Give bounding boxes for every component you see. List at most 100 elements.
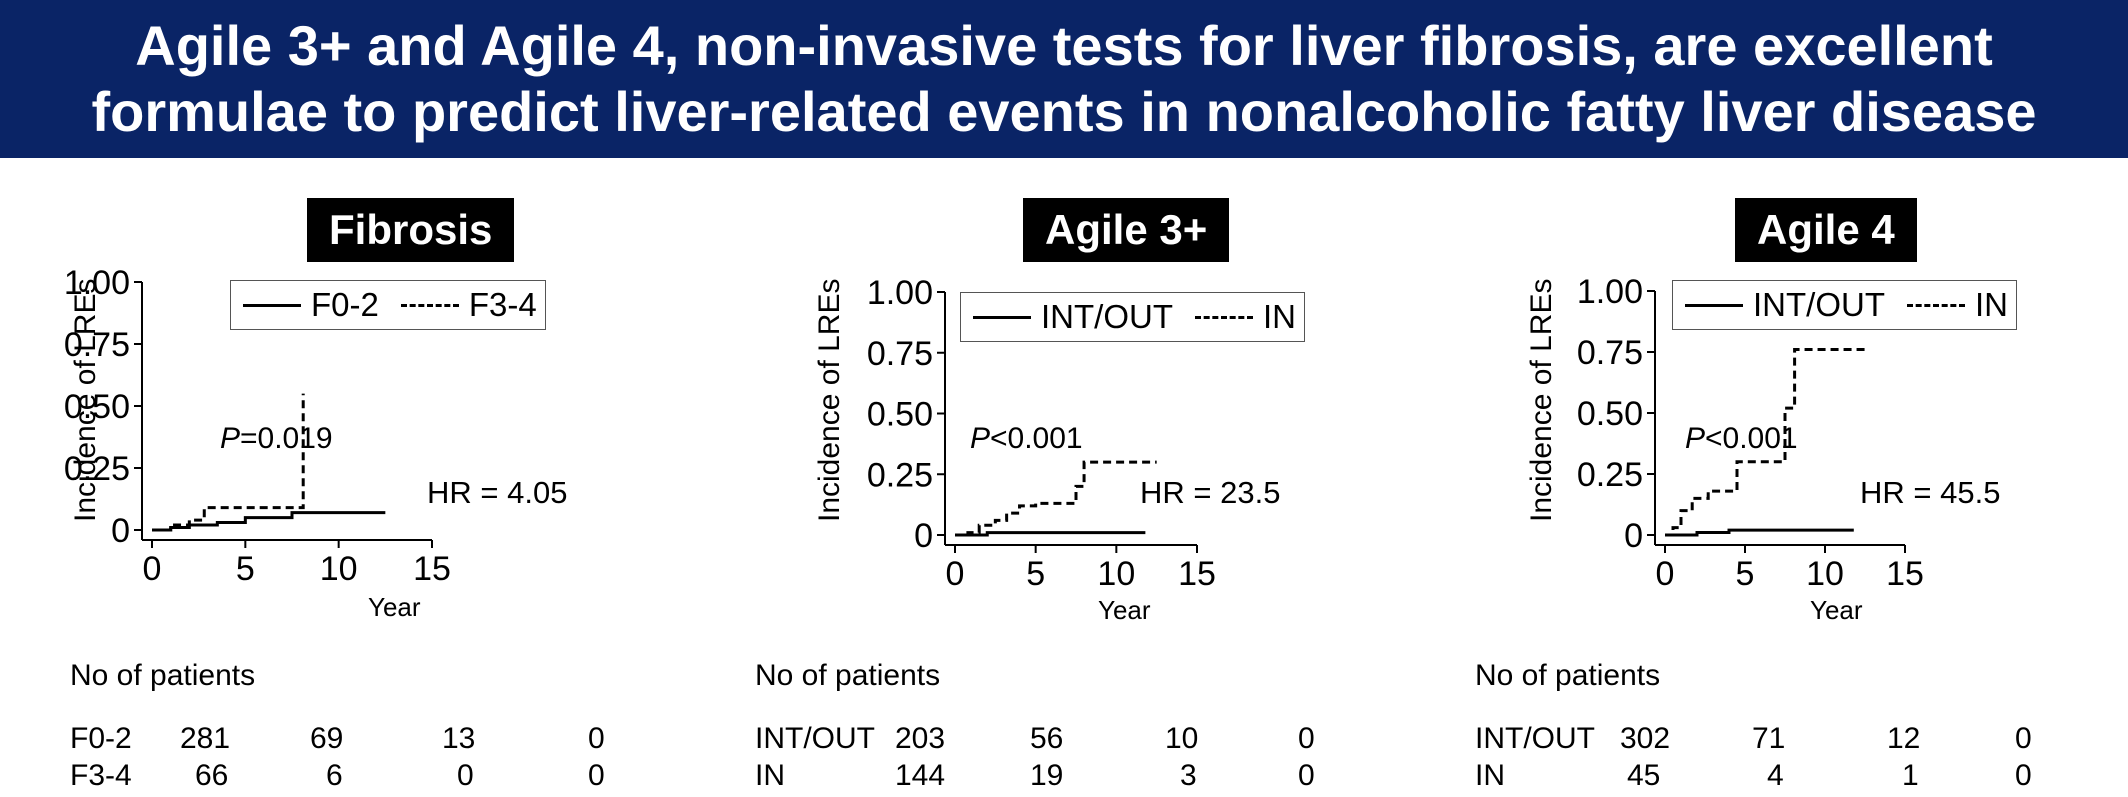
- y-tick-label: 0.50: [64, 388, 130, 426]
- y-tick-label: 1.00: [867, 274, 933, 312]
- risk-count: 1: [1902, 759, 1919, 792]
- p-value-text: =0.019: [240, 422, 333, 455]
- title-line-1: Agile 3+ and Agile 4, non-invasive tests…: [135, 14, 1993, 77]
- panel-fibrosis: Fibrosis Incidence of LREs 0 0.25 0.50 0.75…: [55, 192, 755, 797]
- legend: F0-2 F3-4: [230, 280, 546, 330]
- legend-label-2: IN: [1974, 286, 2008, 323]
- km-plot-agile-3plus: 0 0.25 0.50 0.75 1.00 0 5 10 15: [867, 274, 1216, 593]
- legend-dashed-line: [1906, 303, 1965, 307]
- x-axis-label: Year: [1810, 595, 1863, 625]
- legend-solid-line: [243, 303, 301, 307]
- y-tick-label: 0: [1624, 517, 1643, 555]
- y-tick-label: 0.25: [64, 450, 130, 488]
- risk-table-header: No of patients: [755, 659, 941, 692]
- risk-count: 144: [895, 759, 946, 792]
- risk-row-label: IN: [1475, 759, 1505, 792]
- risk-row: F0-2 281 69 13 0: [70, 722, 770, 758]
- legend-dashed-line: [400, 303, 459, 307]
- risk-row: IN 45 4 1 0: [1475, 759, 2128, 795]
- x-tick-label: 0: [946, 555, 965, 593]
- risk-row-label: F3-4: [70, 759, 132, 792]
- risk-count: 19: [1030, 759, 1064, 792]
- risk-row-label: INT/OUT: [755, 722, 875, 755]
- risk-row: INT/OUT 203 56 10 0: [755, 722, 1455, 758]
- series-line-solid: [955, 531, 1146, 537]
- x-tick-label: 10: [1097, 555, 1135, 593]
- x-tick-label: 5: [1026, 555, 1045, 593]
- panel-title: Agile 3+: [1023, 198, 1230, 262]
- legend-label-1: INT/OUT: [1753, 286, 1885, 323]
- risk-row: IN 144 19 3 0: [755, 759, 1455, 795]
- risk-count: 66: [195, 759, 229, 792]
- y-tick-label: 0: [111, 512, 130, 550]
- hazard-ratio: HR = 23.5: [1138, 475, 1283, 511]
- risk-count: 4: [1767, 759, 1784, 792]
- risk-count: 0: [1298, 722, 1315, 755]
- x-axis-label: Year: [1098, 595, 1151, 625]
- risk-row-label: IN: [755, 759, 785, 792]
- risk-row: INT/OUT 302 71 12 0: [1475, 722, 2128, 758]
- legend: INT/OUT IN: [1672, 280, 2017, 330]
- legend-label-1: F0-2: [311, 286, 379, 323]
- y-tick-label: 0.75: [867, 335, 933, 373]
- km-plot-fibrosis: 0 0.25 0.50 0.75 1.00 0 5 10 15: [64, 264, 451, 588]
- series-line-dashed: [955, 460, 1157, 537]
- p-symbol: P: [220, 422, 241, 455]
- legend-label-1: INT/OUT: [1041, 298, 1173, 335]
- y-tick-label: 0.25: [1577, 456, 1643, 494]
- risk-count: 71: [1752, 722, 1786, 755]
- x-tick-label: 15: [413, 550, 451, 588]
- risk-count: 13: [442, 722, 476, 755]
- risk-count: 281: [180, 722, 231, 755]
- risk-count: 10: [1165, 722, 1199, 755]
- risk-count: 0: [457, 759, 474, 792]
- legend-dashed-line: [1194, 315, 1253, 319]
- risk-count: 69: [310, 722, 344, 755]
- risk-count: 0: [588, 759, 605, 792]
- y-tick-label: 0.75: [1577, 334, 1643, 372]
- panel-title: Agile 4: [1735, 198, 1917, 262]
- risk-count: 0: [2015, 722, 2032, 755]
- y-tick-label: 0.50: [1577, 395, 1643, 433]
- legend-solid-line: [1685, 303, 1743, 307]
- risk-count: 0: [1298, 759, 1315, 792]
- legend-label-2: IN: [1262, 298, 1296, 335]
- p-symbol: P: [970, 422, 991, 455]
- risk-count: 12: [1887, 722, 1921, 755]
- title-banner: Agile 3+ and Agile 4, non-invasive tests…: [0, 0, 2128, 158]
- km-plot-agile-4: 0 0.25 0.50 0.75 1.00 0 5 10 15: [1577, 273, 1924, 593]
- series-line-dashed: [1665, 348, 1865, 537]
- x-axis-label: Year: [368, 592, 421, 622]
- risk-count: 45: [1627, 759, 1661, 792]
- risk-table-header: No of patients: [70, 659, 256, 692]
- hazard-ratio: HR = 45.5: [1858, 475, 2003, 511]
- x-tick-label: 5: [236, 550, 255, 588]
- legend: INT/OUT IN: [960, 292, 1305, 342]
- legend-label-2: F3-4: [468, 286, 537, 323]
- risk-count: 56: [1030, 722, 1064, 755]
- risk-count: 0: [588, 722, 605, 755]
- y-tick-label: 1.00: [1577, 273, 1643, 311]
- y-tick-label: 0: [914, 517, 933, 555]
- x-tick-label: 5: [1736, 555, 1755, 593]
- p-value-text: <0.001: [990, 422, 1083, 455]
- risk-count: 3: [1180, 759, 1197, 792]
- risk-row: F3-4 66 6 0 0: [70, 759, 770, 795]
- x-tick-label: 10: [320, 550, 358, 588]
- panel-agile-4: Agile 4 Incidence of LREs 0 0.25 0.50 0.75 1…: [1465, 192, 2128, 797]
- p-value: P<0.001: [970, 422, 1083, 456]
- series-line-solid: [1665, 528, 1854, 537]
- y-tick-label: 0.50: [867, 396, 933, 434]
- y-tick-label: 1.00: [64, 264, 130, 302]
- hazard-ratio: HR = 4.05: [425, 475, 570, 511]
- risk-row-label: F0-2: [70, 722, 132, 755]
- title-line-2: formulae to predict liver-related events…: [91, 80, 2037, 143]
- risk-count: 302: [1620, 722, 1671, 755]
- panel-agile-3plus: Agile 3+ Incidence of LREs 0 0.25 0.50 0.75…: [745, 192, 1445, 797]
- risk-count: 203: [895, 722, 946, 755]
- series-line-dashed: [152, 393, 305, 532]
- p-value-text: <0.001: [1705, 422, 1798, 455]
- risk-count: 6: [326, 759, 343, 792]
- p-symbol: P: [1685, 422, 1706, 455]
- panel-title: Fibrosis: [307, 198, 515, 262]
